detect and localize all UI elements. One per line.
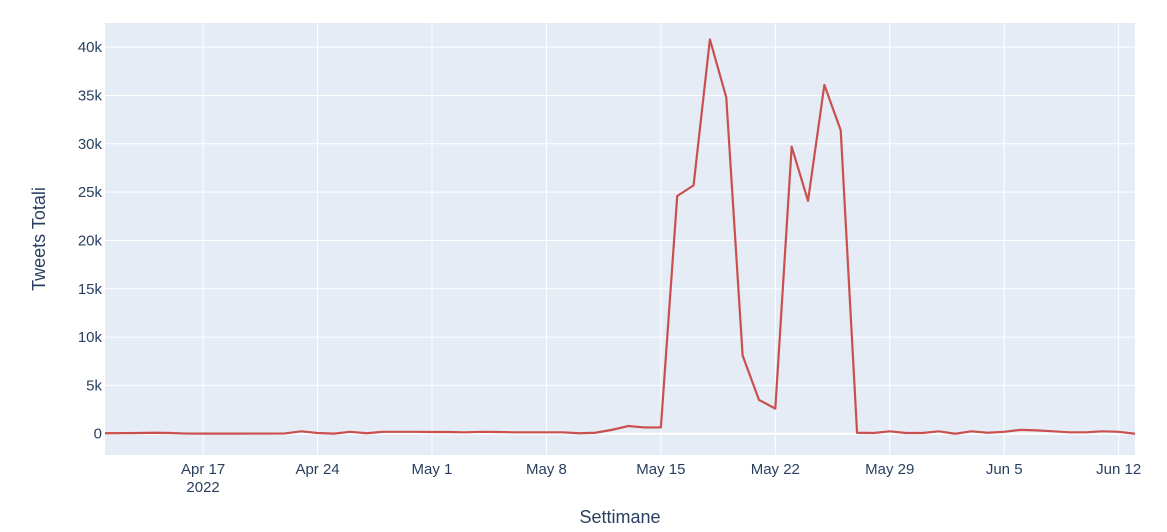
y-tick-label: 15k [78,281,103,298]
x-tick-label: May 29 [865,461,914,478]
x-axis-title: Settimane [579,507,660,527]
y-tick-label: 25k [78,184,103,201]
y-tick-label: 30k [78,136,103,153]
y-tick-label: 0 [94,426,102,443]
y-tick-label: 5k [86,377,102,394]
x-tick-label: Apr 17 [181,461,225,478]
x-tick-label: May 15 [636,461,685,478]
y-tick-label: 20k [78,232,103,249]
x-tick-sublabel: 2022 [186,479,219,496]
y-axis-title: Tweets Totali [29,187,49,291]
y-tick-label: 10k [78,329,103,346]
y-gridlines [105,46,1135,386]
x-tick-label: Jun 5 [986,461,1023,478]
y-tick-label: 40k [78,39,103,56]
x-tick-label: May 8 [526,461,567,478]
y-tick-label: 35k [78,87,103,104]
series-line [104,38,1136,435]
x-tick-label: May 22 [751,461,800,478]
x-tick-label: May 1 [412,461,453,478]
y-tick-labels: 0 5k 10k 15k 20k 25k 30k 35k 40k [78,39,103,443]
x-tick-label: Jun 12 [1096,461,1141,478]
x-tick-label: Apr 24 [295,461,339,478]
plot-background [105,23,1135,455]
